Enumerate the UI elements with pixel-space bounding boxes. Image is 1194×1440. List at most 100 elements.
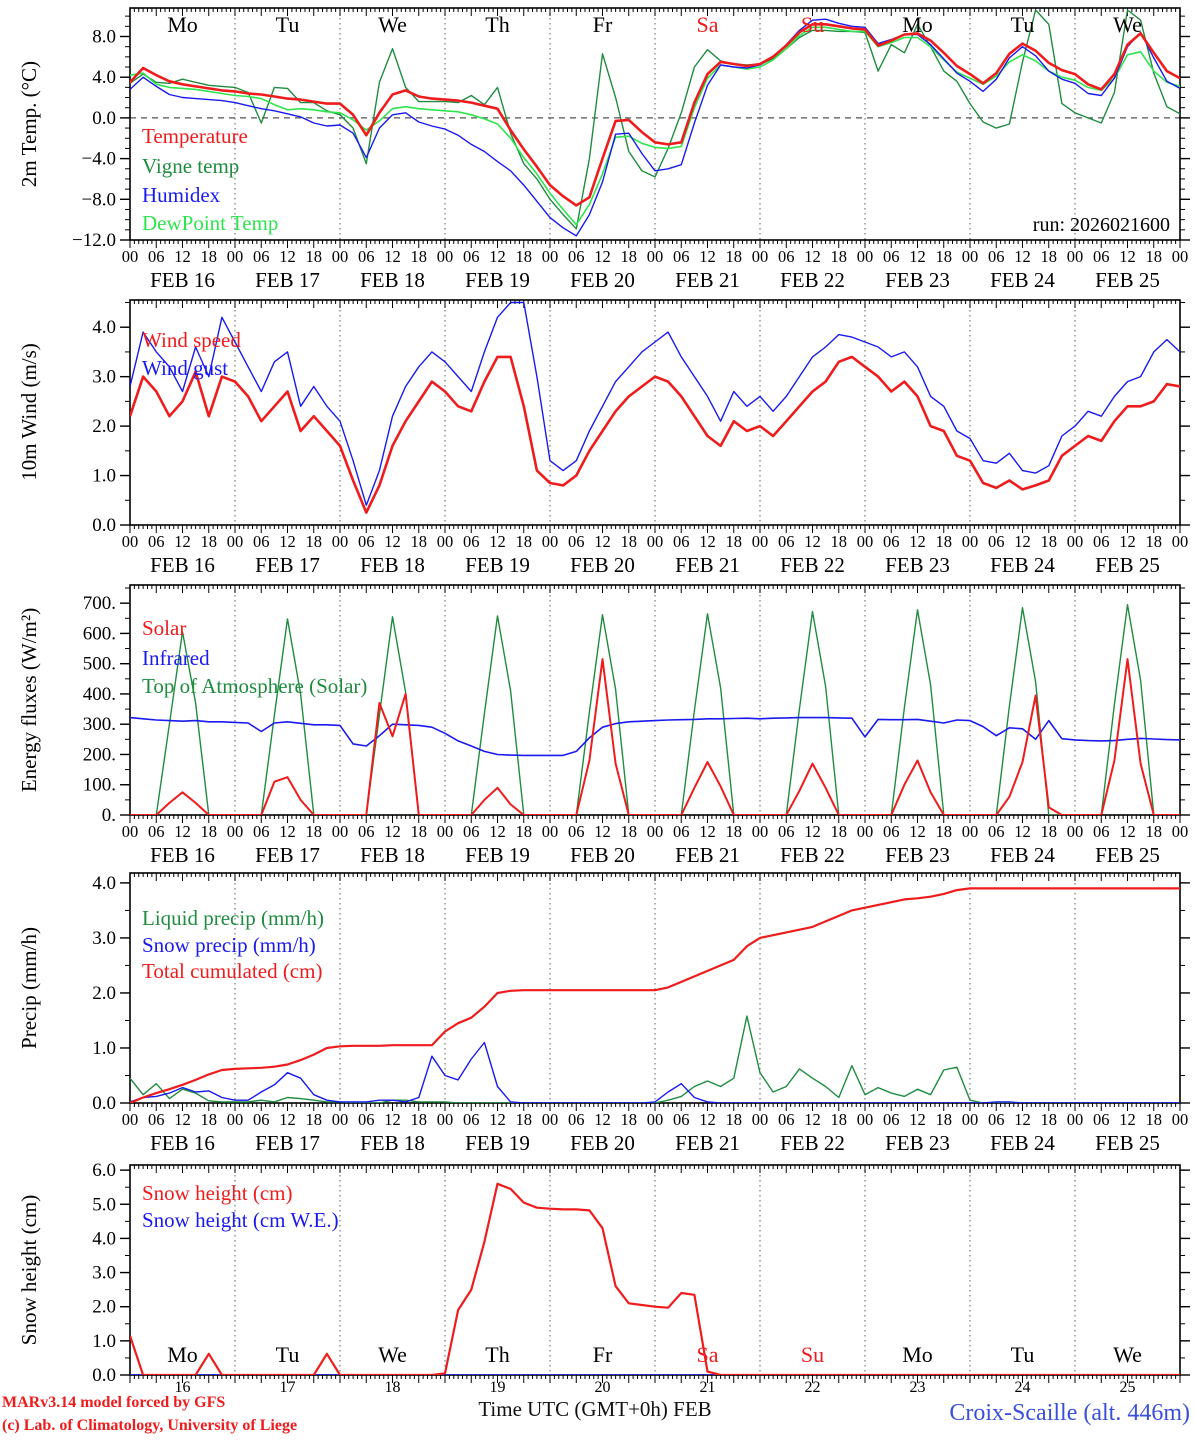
legend-item: Snow height (cm)	[142, 1181, 292, 1205]
x-date-label: FEB 22	[780, 843, 845, 867]
weekday-label: Tu	[276, 12, 300, 37]
x-hour-label: 00	[437, 822, 454, 841]
x-hour-label: 00	[857, 247, 874, 266]
x-hour-label: 12	[489, 247, 506, 266]
series-dewpoint-temp	[130, 26, 1180, 226]
weekday-label: Mo	[167, 12, 198, 37]
x-hour-label: 18	[306, 1110, 323, 1129]
x-hour-label: 06	[883, 247, 900, 266]
x-day-number: 17	[280, 1379, 296, 1396]
x-hour-label: 12	[1119, 1110, 1136, 1129]
weekday-label: Fr	[593, 12, 613, 37]
x-hour-label: 00	[962, 247, 979, 266]
y-tick-label: 400.	[83, 684, 116, 705]
x-date-label: FEB 25	[1095, 1131, 1160, 1155]
x-date-label: FEB 25	[1095, 553, 1160, 577]
x-hour-label: 12	[909, 247, 926, 266]
x-hour-label: 18	[1041, 1110, 1058, 1129]
legend-item: Liquid precip (mm/h)	[142, 906, 324, 930]
x-hour-label: 06	[358, 247, 375, 266]
x-hour-label: 06	[358, 532, 375, 551]
x-hour-label: 18	[411, 822, 428, 841]
x-hour-label: 00	[542, 532, 559, 551]
x-day-number: 18	[385, 1379, 401, 1396]
x-hour-label: 18	[831, 247, 848, 266]
x-hour-label: 00	[647, 1110, 664, 1129]
x-date-label: FEB 17	[255, 268, 320, 292]
x-hour-label: 06	[988, 1110, 1005, 1129]
x-day-number: 19	[490, 1379, 506, 1396]
x-date-label: FEB 18	[360, 553, 425, 577]
x-date-label: FEB 16	[150, 553, 215, 577]
x-date-label: FEB 16	[150, 843, 215, 867]
y-tick-label: 200.	[83, 744, 116, 765]
x-hour-label: 00	[227, 532, 244, 551]
x-hour-label: 12	[174, 1110, 191, 1129]
x-hour-label: 12	[489, 532, 506, 551]
x-date-label: FEB 25	[1095, 843, 1160, 867]
x-hour-label: 00	[1172, 1110, 1189, 1129]
x-hour-label: 06	[568, 247, 585, 266]
x-hour-label: 06	[673, 532, 690, 551]
x-day-number: 23	[910, 1379, 926, 1396]
legend-item: Temperature	[142, 124, 248, 148]
x-hour-label: 06	[883, 532, 900, 551]
y-tick-label: 0.0	[92, 515, 116, 536]
y-tick-label: 0.0	[92, 1093, 116, 1114]
weekday-label: Sa	[697, 12, 719, 37]
y-tick-label: 0.	[102, 805, 116, 826]
x-date-label: FEB 17	[255, 553, 320, 577]
y-tick-label: 2.0	[92, 1297, 116, 1318]
x-hour-label: 12	[699, 247, 716, 266]
x-hour-label: 06	[148, 1110, 165, 1129]
x-hour-label: 18	[831, 1110, 848, 1129]
x-hour-label: 06	[568, 822, 585, 841]
station-label: Croix-Scaille (alt. 446m)	[949, 1400, 1190, 1426]
x-day-number: 21	[700, 1379, 716, 1396]
weekday-label: We	[1113, 12, 1142, 37]
y-tick-label: 3.0	[92, 367, 116, 388]
x-day-number: 25	[1120, 1379, 1136, 1396]
x-hour-label: 00	[437, 247, 454, 266]
x-date-label: FEB 20	[570, 553, 635, 577]
x-hour-label: 00	[962, 822, 979, 841]
x-hour-label: 00	[332, 532, 349, 551]
weekday-label: Tu	[1011, 12, 1035, 37]
y-axis-title: Precip (mm/h)	[17, 927, 41, 1049]
weekday-label: Mo	[902, 1342, 933, 1367]
x-date-label: FEB 24	[990, 268, 1055, 292]
x-hour-label: 00	[1067, 247, 1084, 266]
x-hour-label: 18	[411, 1110, 428, 1129]
x-hour-label: 00	[752, 822, 769, 841]
legend-item: Wind gust	[142, 356, 228, 380]
x-date-label: FEB 22	[780, 268, 845, 292]
weekday-label: Fr	[593, 1342, 613, 1367]
weekday-label: We	[1113, 1342, 1142, 1367]
x-hour-label: 06	[673, 822, 690, 841]
x-hour-label: 00	[332, 822, 349, 841]
weekday-label: Th	[485, 12, 509, 37]
y-tick-label: 0.0	[92, 1365, 116, 1386]
series-vigne-temp	[130, 9, 1180, 230]
weekday-label: We	[378, 12, 407, 37]
y-tick-label: 2.0	[92, 983, 116, 1004]
weekday-label: Mo	[167, 1342, 198, 1367]
x-hour-label: 18	[411, 532, 428, 551]
y-tick-label: −4.0	[82, 149, 116, 170]
y-tick-label: 1.0	[92, 1038, 116, 1059]
run-label: run: 2026021600	[1033, 214, 1170, 236]
x-hour-label: 00	[122, 247, 139, 266]
x-hour-label: 06	[463, 822, 480, 841]
x-hour-label: 12	[804, 822, 821, 841]
x-hour-label: 18	[831, 532, 848, 551]
x-hour-label: 00	[437, 532, 454, 551]
x-hour-label: 12	[174, 822, 191, 841]
y-tick-label: 0.0	[92, 108, 116, 129]
x-hour-label: 00	[647, 822, 664, 841]
x-day-number: 24	[1015, 1379, 1031, 1396]
x-hour-label: 18	[726, 247, 743, 266]
y-tick-label: 3.0	[92, 1263, 116, 1284]
x-hour-label: 18	[201, 532, 218, 551]
x-hour-label: 06	[1093, 532, 1110, 551]
x-hour-label: 00	[1067, 1110, 1084, 1129]
